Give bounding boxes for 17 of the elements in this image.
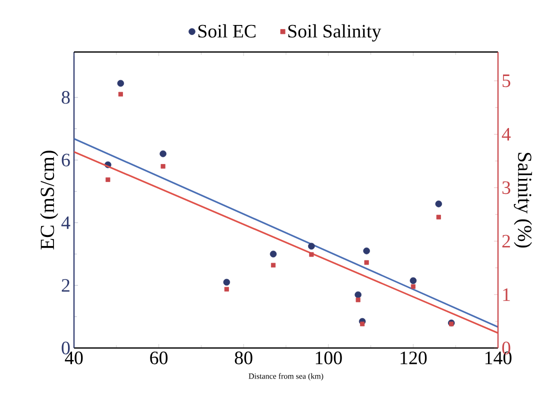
x-tick-label: 120 (400, 352, 427, 364)
x-tick-label: 100 (316, 352, 342, 364)
y2-axis-title: Salinity (%) (514, 152, 532, 248)
legend-label: Soil Salinity (288, 24, 382, 42)
y2-tick-label: 1 (503, 288, 510, 301)
y-axis-title: EC (mS/cm) (40, 150, 58, 250)
y2-tick-label: 3 (502, 181, 510, 194)
legend-label: Soil EC (198, 24, 256, 38)
y-tick-label: 2 (62, 279, 70, 292)
y-tick-label: 4 (61, 216, 70, 229)
y-tick-label: 6 (62, 154, 70, 166)
y2-tick-label: 4 (502, 128, 511, 141)
y2-tick-label: 2 (502, 234, 510, 248)
y-tick-label: 8 (62, 91, 70, 104)
x-tick-label: 80 (234, 352, 252, 364)
y2-tick-label: 5 (502, 74, 510, 88)
x-tick-label: 60 (150, 352, 168, 364)
